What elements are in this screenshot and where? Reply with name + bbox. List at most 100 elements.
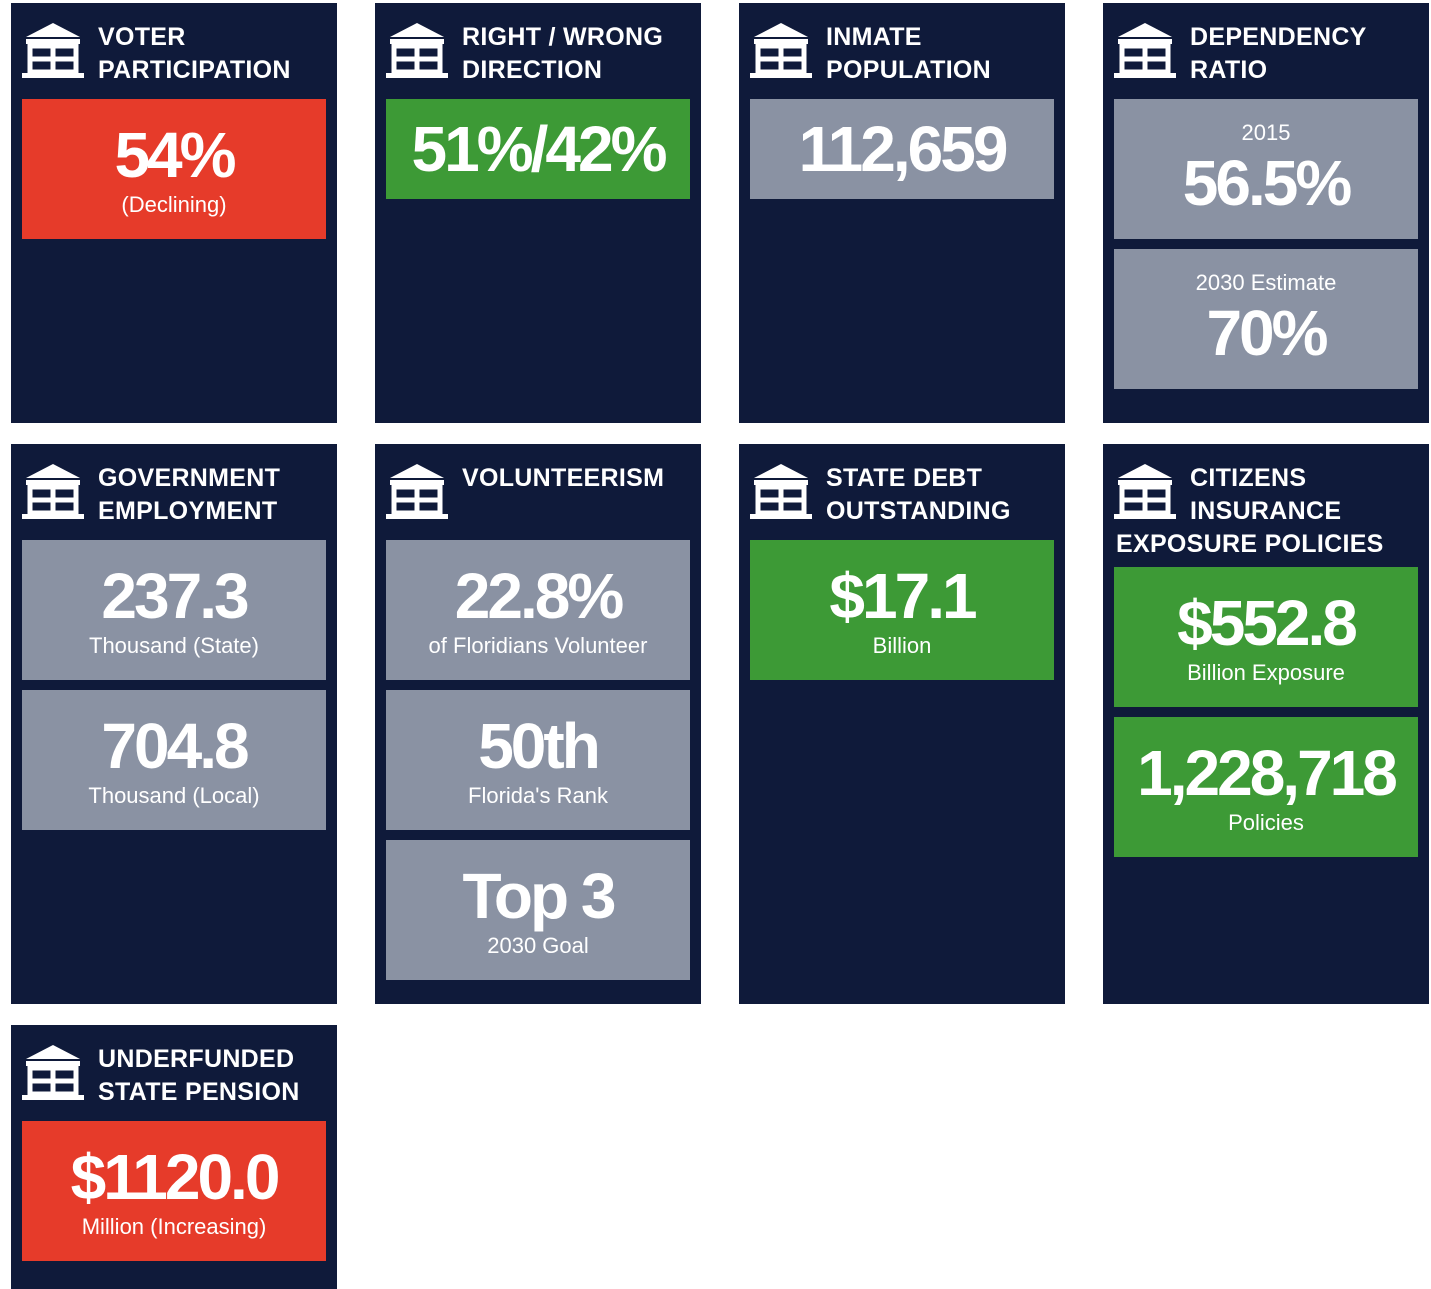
stat-box: $1120.0 Million (Increasing): [22, 1121, 326, 1261]
card-header: RIGHT / WRONG DIRECTION: [386, 3, 690, 99]
card-header: VOLUNTEERISM: [386, 444, 690, 540]
stat-box: 22.8% of Floridians Volunteer: [386, 540, 690, 680]
card: DEPENDENCY RATIO 2015 56.5% 2030 Estimate 70%: [1103, 3, 1429, 423]
building-icon: [386, 464, 448, 519]
title-lines: INMATE POPULATION: [826, 21, 991, 87]
title-lines: CITIZENS INSURANCE: [1190, 462, 1341, 528]
stat-box: 704.8 Thousand (Local): [22, 690, 326, 830]
stat-box: 54% (Declining): [22, 99, 326, 239]
stat-value: 1,228,718: [1137, 737, 1398, 809]
stat-value: Top 3: [462, 860, 617, 932]
card-title: INMATE: [826, 23, 922, 51]
stat-caption: Thousand (Local): [88, 783, 260, 808]
stat-box: 50th Florida's Rank: [386, 690, 690, 830]
title-lines: VOLUNTEERISM: [462, 462, 664, 495]
card-header: GOVERNMENT EMPLOYMENT: [22, 444, 326, 540]
header-row: VOTER PARTICIPATION: [22, 21, 326, 87]
stat-value: 51%/42%: [411, 113, 668, 185]
card-title: EXPOSURE POLICIES: [1116, 530, 1384, 558]
card-header: CITIZENS INSURANCE EXPOSURE POLICIES: [1114, 444, 1418, 561]
header-row: INMATE POPULATION: [750, 21, 1054, 87]
card: RIGHT / WRONG DIRECTION 51%/42%: [375, 3, 701, 423]
stat-caption: Billion Exposure: [1187, 660, 1345, 685]
card-title: DEPENDENCY: [1190, 23, 1367, 51]
card-title: POPULATION: [826, 56, 992, 84]
card-title: RATIO: [1190, 56, 1268, 84]
title-lines: GOVERNMENT EMPLOYMENT: [98, 462, 280, 528]
stat-caption: 2015: [1241, 120, 1291, 145]
header-row: VOLUNTEERISM: [386, 462, 690, 522]
card-title: PARTICIPATION: [98, 56, 291, 84]
stat-caption: of Floridians Volunteer: [428, 633, 648, 658]
card: GOVERNMENT EMPLOYMENT 237.3 Thousand (State…: [11, 444, 337, 1004]
card: CITIZENS INSURANCE EXPOSURE POLICIES $552.8…: [1103, 444, 1429, 1004]
card-header: DEPENDENCY RATIO: [1114, 3, 1418, 99]
stat-value: 50th: [478, 710, 601, 782]
building-icon: [22, 23, 84, 78]
stat-value: $17.1: [829, 560, 977, 632]
stat-box: $552.8 Billion Exposure: [1114, 567, 1418, 707]
title-lines: UNDERFUNDED STATE PENSION: [98, 1043, 300, 1109]
card: UNDERFUNDED STATE PENSION $1120.0 Million (…: [11, 1025, 337, 1289]
stat-value: 70%: [1206, 297, 1328, 369]
card-title: VOTER: [98, 23, 186, 51]
card-title: GOVERNMENT: [98, 464, 281, 492]
card: VOTER PARTICIPATION 54% (Declining): [11, 3, 337, 423]
stat-box: 51%/42%: [386, 99, 690, 199]
card-title: RIGHT / WRONG: [462, 23, 664, 51]
card-header: VOTER PARTICIPATION: [22, 3, 326, 99]
card-title: INSURANCE: [1190, 497, 1342, 525]
title-lines: STATE DEBT OUTSTANDING: [826, 462, 1011, 528]
stat-value: 112,659: [798, 113, 1009, 185]
card-header: UNDERFUNDED STATE PENSION: [22, 1025, 326, 1121]
stat-caption: Policies: [1228, 810, 1304, 835]
stat-box: $17.1 Billion: [750, 540, 1054, 680]
building-icon: [1114, 23, 1176, 78]
card: STATE DEBT OUTSTANDING $17.1 Billion: [739, 444, 1065, 1004]
stat-value: 237.3: [101, 560, 249, 632]
stat-value: $552.8: [1177, 587, 1358, 659]
stat-caption: 2030 Estimate: [1195, 270, 1337, 295]
header-row: DEPENDENCY RATIO: [1114, 21, 1418, 87]
building-icon: [22, 1045, 84, 1100]
building-icon: [750, 23, 812, 78]
header-row: CITIZENS INSURANCE: [1114, 462, 1418, 528]
header-row: GOVERNMENT EMPLOYMENT: [22, 462, 326, 528]
stat-box: 237.3 Thousand (State): [22, 540, 326, 680]
stat-caption: Million (Increasing): [81, 1214, 267, 1239]
card: INMATE POPULATION 112,659: [739, 3, 1065, 423]
stat-value: 704.8: [101, 710, 249, 782]
stat-box: 2030 Estimate 70%: [1114, 249, 1418, 389]
card-title: STATE PENSION: [98, 1078, 300, 1106]
card-title: EMPLOYMENT: [98, 497, 278, 525]
stat-value: 54%: [114, 119, 236, 191]
card-header: INMATE POPULATION: [750, 3, 1054, 99]
header-row: RIGHT / WRONG DIRECTION: [386, 21, 690, 87]
stat-value: $1120.0: [70, 1141, 281, 1213]
header-row: UNDERFUNDED STATE PENSION: [22, 1043, 326, 1109]
title-lines: VOTER PARTICIPATION: [98, 21, 291, 87]
card-title: CITIZENS: [1190, 464, 1307, 492]
building-icon: [750, 464, 812, 519]
building-icon: [1114, 464, 1176, 519]
card-title: DIRECTION: [462, 56, 603, 84]
title-lines: RIGHT / WRONG DIRECTION: [462, 21, 663, 87]
stat-box: 1,228,718 Policies: [1114, 717, 1418, 857]
card-title: STATE DEBT: [826, 464, 983, 492]
header-row: STATE DEBT OUTSTANDING: [750, 462, 1054, 528]
card: VOLUNTEERISM 22.8% of Floridians Volunteer…: [375, 444, 701, 1004]
stat-caption: (Declining): [121, 192, 227, 217]
title-lines: DEPENDENCY RATIO: [1190, 21, 1367, 87]
stat-caption: Thousand (State): [89, 633, 259, 658]
card-title: OUTSTANDING: [826, 497, 1011, 525]
stat-box: 2015 56.5%: [1114, 99, 1418, 239]
card-header: STATE DEBT OUTSTANDING: [750, 444, 1054, 540]
stat-value: 22.8%: [454, 560, 624, 632]
building-icon: [22, 464, 84, 519]
stat-caption: Billion: [872, 633, 932, 658]
card-title: UNDERFUNDED: [98, 1045, 295, 1073]
stat-box: 112,659: [750, 99, 1054, 199]
stat-caption: Florida's Rank: [468, 783, 608, 808]
stat-caption: 2030 Goal: [487, 933, 589, 958]
